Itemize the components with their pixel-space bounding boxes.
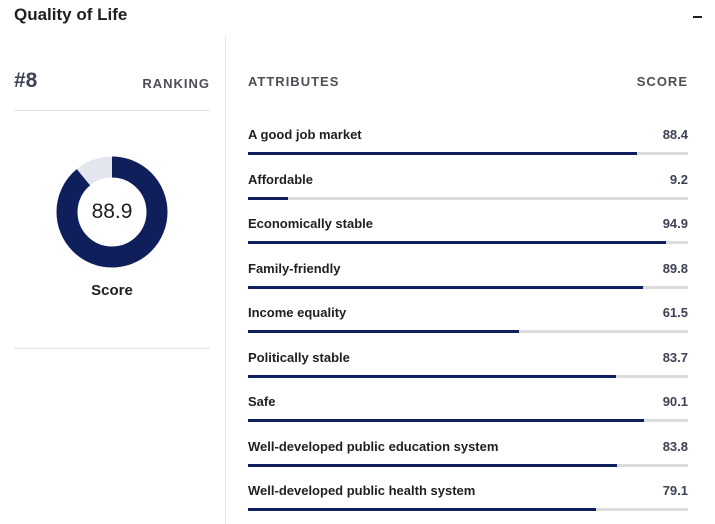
score-bar-fill bbox=[248, 196, 289, 200]
attribute-row: Well-developed public health system 79.1 bbox=[248, 483, 688, 523]
score-bar-track bbox=[248, 463, 688, 467]
attribute-label: Well-developed public education system bbox=[248, 438, 499, 454]
attribute-row: Politically stable 83.7 bbox=[248, 350, 688, 390]
attribute-score: 94.9 bbox=[662, 216, 688, 231]
overall-score-value: 88.9 bbox=[91, 200, 133, 223]
score-bar-track bbox=[248, 330, 688, 333]
summary-divider-bottom bbox=[14, 348, 210, 349]
score-header: SCORE bbox=[636, 74, 688, 89]
attribute-score: 83.8 bbox=[662, 438, 688, 454]
attribute-score: 9.2 bbox=[669, 171, 688, 187]
score-bar-fill bbox=[248, 152, 637, 155]
attribute-score: 83.7 bbox=[662, 349, 688, 365]
rank-number: #8 bbox=[14, 69, 38, 92]
attribute-label: Safe bbox=[248, 394, 276, 409]
attribute-row: Safe 90.1 bbox=[248, 394, 688, 434]
attribute-row: Economically stable 94.9 bbox=[248, 216, 688, 256]
attribute-label: Well-developed public health system bbox=[248, 483, 476, 498]
score-bar-track bbox=[248, 196, 688, 200]
summary-divider-top bbox=[14, 110, 210, 111]
attribute-label: Income equality bbox=[248, 305, 347, 320]
score-donut: 88.9 bbox=[55, 155, 169, 269]
attribute-row: Well-developed public education system 83… bbox=[248, 439, 688, 479]
attribute-label: Affordable bbox=[248, 171, 313, 187]
score-bar-fill bbox=[248, 419, 645, 422]
score-donut-chart bbox=[56, 156, 168, 268]
attribute-row: A good job market 88.4 bbox=[248, 127, 688, 167]
minus-icon[interactable] bbox=[688, 6, 706, 26]
attribute-score: 88.4 bbox=[662, 127, 688, 142]
score-bar-fill bbox=[248, 508, 597, 511]
panel-title: Quality of Life bbox=[14, 5, 128, 24]
score-caption: Score bbox=[91, 282, 133, 299]
score-bar-track bbox=[248, 508, 688, 511]
score-bar-track bbox=[248, 419, 688, 422]
attribute-row: Affordable 9.2 bbox=[248, 172, 688, 212]
score-bar-track bbox=[248, 241, 688, 244]
attribute-label: Economically stable bbox=[248, 216, 373, 231]
score-bar-track bbox=[248, 152, 688, 155]
donut-fill bbox=[56, 156, 168, 268]
attribute-label: Politically stable bbox=[248, 349, 350, 365]
attribute-score: 79.1 bbox=[662, 483, 688, 498]
attributes-list: ATTRIBUTES SCORE A good job market 88.4 Af… bbox=[248, 36, 688, 524]
score-bar-fill bbox=[248, 374, 617, 378]
score-bar-fill bbox=[248, 330, 519, 333]
score-bar-fill bbox=[248, 463, 617, 467]
ranking-summary: #8 RANKING 88.9 Score bbox=[14, 36, 210, 524]
score-bar-track bbox=[248, 285, 688, 289]
score-bar-fill bbox=[248, 285, 644, 289]
attribute-row: Family-friendly 89.8 bbox=[248, 261, 688, 301]
attribute-score: 61.5 bbox=[662, 305, 688, 320]
attribute-score: 89.8 bbox=[662, 260, 688, 276]
score-bar-track bbox=[248, 374, 688, 378]
attribute-label: A good job market bbox=[248, 127, 362, 142]
attribute-label: Family-friendly bbox=[248, 260, 341, 276]
ranking-label: RANKING bbox=[142, 76, 210, 91]
column-divider bbox=[225, 36, 226, 524]
attribute-row: Income equality 61.5 bbox=[248, 305, 688, 345]
attributes-header: ATTRIBUTES bbox=[248, 74, 340, 89]
score-bar-fill bbox=[248, 241, 666, 244]
attribute-score: 90.1 bbox=[662, 394, 688, 409]
panel-header[interactable]: Quality of Life bbox=[0, 0, 715, 34]
